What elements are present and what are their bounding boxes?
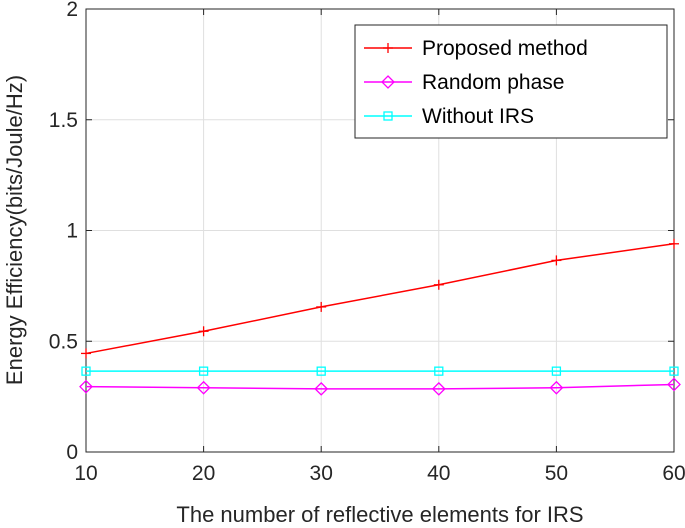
- legend-label: Proposed method: [422, 37, 588, 60]
- legend-label: Random phase: [422, 71, 564, 94]
- data-point: [316, 301, 327, 312]
- axis-ticks: 10 20 30 40 50 60 0 0.5 1 1.5 2: [49, 0, 685, 485]
- data-point: [79, 379, 93, 394]
- legend: Proposed method Random phase Without IRS: [354, 24, 668, 139]
- x-tick-label: 10: [74, 462, 97, 485]
- x-axis-label: The number of reflective elements for IR…: [176, 502, 583, 527]
- data-point: [667, 377, 681, 392]
- series-line: [85, 243, 675, 355]
- x-tick-label: 30: [310, 462, 333, 485]
- y-tick-label: 1: [66, 220, 78, 243]
- legend-marker: [383, 43, 393, 53]
- legend-entry: Proposed method: [364, 37, 588, 60]
- y-tick-label: 0: [66, 441, 78, 464]
- y-axis-label: Energy Efficiency(bits/Joule/Hz): [2, 75, 27, 385]
- y-tick-label: 2: [66, 0, 78, 21]
- series-layer: [79, 238, 681, 396]
- data-point: [196, 380, 211, 395]
- data-point: [551, 366, 562, 376]
- x-tick-label: 50: [545, 462, 568, 485]
- data-point: [198, 366, 209, 376]
- legend-marker: [383, 111, 393, 121]
- x-tick-label: 60: [662, 462, 685, 485]
- legend-entry: Random phase: [364, 71, 564, 94]
- data-point: [669, 238, 679, 249]
- data-point: [431, 381, 446, 396]
- y-tick-label: 1.5: [49, 109, 78, 132]
- data-point: [669, 366, 679, 376]
- x-tick-label: 40: [427, 462, 450, 485]
- data-point: [81, 366, 91, 376]
- data-point: [551, 255, 562, 266]
- data-point: [198, 326, 209, 337]
- series-2: [79, 377, 681, 396]
- series-1: [81, 238, 679, 359]
- data-point: [433, 279, 444, 290]
- legend-marker: [381, 75, 395, 89]
- data-point: [549, 380, 564, 395]
- legend-label: Without IRS: [422, 105, 534, 128]
- series-3: [81, 366, 679, 376]
- series-line: [85, 383, 675, 390]
- data-point: [434, 366, 444, 376]
- data-point: [316, 366, 326, 376]
- y-tick-label: 0.5: [49, 330, 78, 353]
- legend-entry: Without IRS: [364, 105, 534, 128]
- x-tick-label: 20: [192, 462, 215, 485]
- data-point: [81, 348, 91, 359]
- data-point: [314, 381, 329, 396]
